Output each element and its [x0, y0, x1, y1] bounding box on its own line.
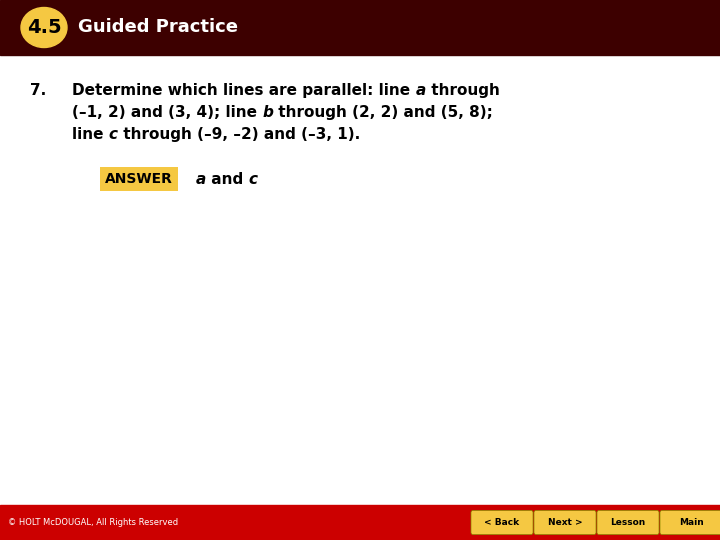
Text: 4.5: 4.5 [27, 18, 61, 37]
FancyBboxPatch shape [534, 510, 596, 535]
Text: (–1, 2) and (3, 4); line: (–1, 2) and (3, 4); line [72, 105, 262, 120]
Text: through (–9, –2) and (–3, 1).: through (–9, –2) and (–3, 1). [118, 127, 360, 142]
Bar [0, 0, 720, 55]
Text: © HOLT McDOUGAL, All Rights Reserved: © HOLT McDOUGAL, All Rights Reserved [8, 518, 178, 527]
Text: Determine which lines are parallel: line: Determine which lines are parallel: line [72, 83, 415, 98]
Text: line: line [72, 127, 109, 142]
Bar [0, 505, 720, 540]
Text: ANSWER: ANSWER [105, 172, 173, 186]
Text: b: b [262, 105, 273, 120]
Bar [0, 55, 720, 505]
Text: a: a [415, 83, 426, 98]
Text: c: c [109, 127, 118, 142]
FancyBboxPatch shape [660, 510, 720, 535]
FancyBboxPatch shape [471, 510, 533, 535]
Text: < Back: < Back [485, 518, 520, 527]
Text: through (2, 2) and (5, 8);: through (2, 2) and (5, 8); [273, 105, 493, 120]
Text: through: through [426, 83, 500, 98]
Text: Lesson: Lesson [611, 518, 646, 527]
FancyBboxPatch shape [597, 510, 659, 535]
Text: 7.: 7. [30, 83, 46, 98]
Text: Guided Practice: Guided Practice [78, 18, 238, 37]
Text: Next >: Next > [548, 518, 582, 527]
Bar [100, 167, 178, 191]
Text: and: and [206, 172, 248, 186]
Text: a: a [196, 172, 206, 186]
Text: Main: Main [679, 518, 703, 527]
Text: c: c [248, 172, 258, 186]
Ellipse shape [21, 8, 67, 48]
